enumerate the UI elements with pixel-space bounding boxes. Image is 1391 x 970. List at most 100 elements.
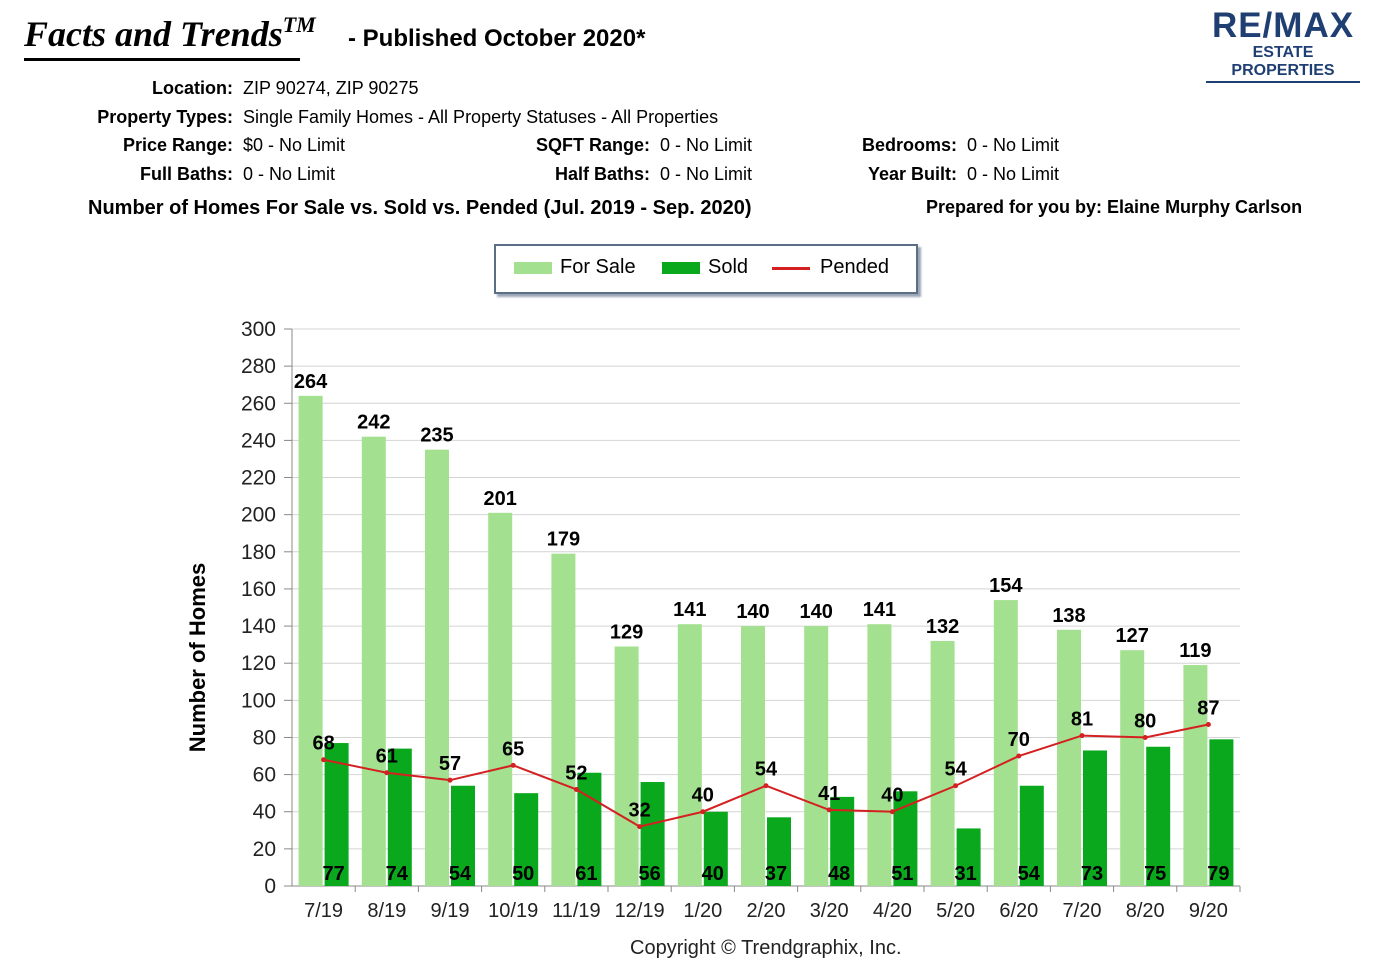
y-tick-label: 40 <box>253 801 276 824</box>
pended-point <box>1016 753 1022 759</box>
data-label-sold: 51 <box>891 863 913 885</box>
y-tick-label: 280 <box>241 355 276 378</box>
data-label-pended: 40 <box>692 785 714 807</box>
y-tick-label: 20 <box>253 838 276 861</box>
x-tick-label: 5/20 <box>936 900 975 922</box>
data-label-sold: 79 <box>1207 863 1229 885</box>
x-tick-label: 7/19 <box>304 900 343 922</box>
data-label-for-sale: 141 <box>673 599 706 621</box>
x-tick-label: 12/19 <box>615 900 665 922</box>
bar-for-sale <box>930 640 955 886</box>
pended-point <box>953 783 959 789</box>
bar-sold <box>830 796 855 886</box>
data-label-sold: 75 <box>1144 863 1166 885</box>
data-label-sold: 77 <box>322 863 344 885</box>
y-tick-label: 120 <box>241 652 276 675</box>
prepared-for: Prepared for you by: Elaine Murphy Carls… <box>926 197 1303 217</box>
y-tick-label: 260 <box>241 392 276 415</box>
legend-label-sold: Sold <box>708 256 749 278</box>
data-label-sold: 31 <box>954 863 976 885</box>
data-label-sold: 73 <box>1081 863 1103 885</box>
data-label-pended: 70 <box>1008 729 1030 751</box>
bar-for-sale <box>425 449 449 886</box>
y-tick-label: 300 <box>241 318 276 341</box>
x-tick-label: 11/19 <box>552 900 601 922</box>
full-baths-value: 0 - No Limit <box>243 164 336 184</box>
data-label-pended: 80 <box>1134 710 1156 732</box>
x-tick-label: 9/20 <box>1189 900 1228 922</box>
legend-swatch-sold <box>662 262 700 274</box>
legend-label-for-sale: For Sale <box>560 256 636 278</box>
x-tick-label: 2/20 <box>747 900 786 922</box>
bar-for-sale <box>804 626 829 886</box>
data-label-for-sale: 154 <box>989 575 1023 597</box>
data-label-pended: 65 <box>502 738 524 760</box>
remax-logo: RE/MAX ESTATE PROPERTIES <box>1206 8 1360 83</box>
data-label-sold: 56 <box>638 863 660 885</box>
y-tick-label: 160 <box>241 578 276 601</box>
published-date: - Published October 2020* <box>348 25 646 52</box>
pended-point <box>573 786 579 792</box>
bar-for-sale <box>993 600 1018 886</box>
data-label-pended: 54 <box>755 759 778 781</box>
data-label-for-sale: 264 <box>294 371 328 393</box>
logo-main-text: RE/MAX <box>1211 6 1355 45</box>
data-label-pended: 41 <box>818 783 840 805</box>
pended-point <box>1142 734 1148 740</box>
y-tick-label: 240 <box>241 429 276 452</box>
price-range-label: Price Range: <box>122 135 233 155</box>
pended-point <box>700 809 706 815</box>
bar-for-sale <box>867 624 892 886</box>
sqft-range-label: SQFT Range: <box>535 135 650 155</box>
year-built-label: Year Built: <box>867 164 957 184</box>
data-label-sold: 37 <box>765 863 787 885</box>
logo-sub-text: ESTATE PROPERTIES <box>1206 44 1360 83</box>
data-label-pended: 81 <box>1071 709 1093 731</box>
bar-for-sale <box>614 646 639 886</box>
data-label-pended: 87 <box>1197 697 1219 719</box>
sqft-range-value: 0 - No Limit <box>660 135 753 155</box>
bar-sold <box>767 817 791 886</box>
pended-point <box>384 770 390 776</box>
property-types-label: Property Types: <box>97 107 233 127</box>
data-label-for-sale: 235 <box>420 425 453 447</box>
y-tick-label: 180 <box>241 541 276 564</box>
bar-for-sale <box>1057 629 1081 886</box>
y-axis-title: Number of Homes <box>185 563 210 752</box>
bar-for-sale <box>551 553 576 886</box>
data-label-pended: 32 <box>628 800 650 822</box>
data-label-sold: 40 <box>702 863 724 885</box>
chart-legend: For Sale Sold Pended <box>494 244 918 294</box>
copyright-text: Copyright © Trendgraphix, Inc. <box>630 937 902 959</box>
pended-point <box>763 783 769 789</box>
legend-label-pended: Pended <box>820 256 889 278</box>
data-label-sold: 54 <box>449 863 472 885</box>
data-label-pended: 68 <box>312 733 334 755</box>
data-label-for-sale: 119 <box>1179 640 1211 662</box>
half-baths-value: 0 - No Limit <box>660 164 753 184</box>
bar-for-sale <box>677 624 702 886</box>
bar-for-sale <box>1120 650 1145 886</box>
x-tick-label: 9/19 <box>431 900 470 922</box>
bar-sold <box>640 782 665 886</box>
pended-point <box>447 777 453 783</box>
data-label-for-sale: 138 <box>1052 605 1085 627</box>
bar-for-sale <box>741 626 765 886</box>
bedrooms-value: 0 - No Limit <box>967 135 1060 155</box>
y-tick-label: 200 <box>241 504 276 527</box>
bar-sold <box>514 793 539 886</box>
bar-sold <box>1083 750 1107 886</box>
property-types-value: Single Family Homes - All Property Statu… <box>243 107 719 127</box>
bar-for-sale <box>298 395 323 886</box>
report-title: Facts and TrendsTM <box>24 12 316 55</box>
bar-sold <box>1146 746 1171 886</box>
data-label-pended: 57 <box>439 753 461 775</box>
pended-point <box>889 809 895 815</box>
data-label-sold: 74 <box>386 863 409 885</box>
bedrooms-label: Bedrooms: <box>861 135 957 155</box>
y-tick-label: 80 <box>253 726 276 749</box>
chart-title: Number of Homes For Sale vs. Sold vs. Pe… <box>88 197 752 219</box>
bar-sold <box>324 743 349 886</box>
full-baths-label: Full Baths: <box>140 164 233 184</box>
